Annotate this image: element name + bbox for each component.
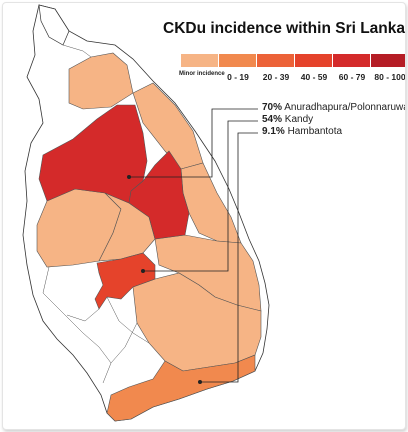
marker-hambantota [198, 380, 202, 384]
legend-swatch-60-79 [333, 54, 370, 67]
marker-kandy [141, 269, 145, 273]
legend-label-0-19: 0 - 19 [227, 72, 249, 82]
annotation-place: Kandy [284, 114, 314, 125]
legend-swatch-0-19 [219, 54, 256, 67]
annotation-value: 54% [262, 114, 283, 125]
legend-label-minor: Minor incidence [179, 71, 225, 77]
leader-kandy [143, 120, 258, 272]
leader-anuradhapura [129, 108, 258, 178]
sri-lanka-map [22, 4, 270, 422]
marker-anuradhapura [127, 175, 131, 179]
legend-swatch-40-59 [295, 54, 332, 67]
annotation-place: Anuradhapura/Polonnaruwa [284, 102, 406, 113]
legend-swatch-minor [181, 54, 218, 67]
district-borders [42, 44, 150, 384]
annotation-value: 9.1% [262, 126, 285, 137]
annotation-kandy: 54% Kandy [262, 114, 313, 125]
map-title: CKDu incidence within Sri Lanka [163, 20, 406, 37]
legend-swatch-80-100 [371, 54, 405, 67]
annotation-place: Hambantota [287, 126, 343, 137]
legend-label-40-59: 40 - 59 [300, 72, 328, 82]
district-kandy [94, 252, 156, 310]
annotation-leaders [129, 108, 258, 383]
leader-hambantota [200, 132, 258, 383]
annotation-value: 70% [262, 102, 283, 113]
district-badulla-ratnapura [132, 272, 262, 372]
legend-label-80-100: 80 - 100 [374, 72, 406, 82]
annotation-anuradhapura: 70% Anuradhapura/Polonnaruwa [262, 102, 406, 113]
district-hambantota [106, 354, 256, 422]
legend-label-60-79: 60 - 79 [338, 72, 366, 82]
district-polonnaruwa [128, 150, 190, 240]
annotation-hambantota: 9.1% Hambantota [262, 126, 342, 137]
legend-swatch-20-39 [257, 54, 294, 67]
legend-label-20-39: 20 - 39 [262, 72, 290, 82]
